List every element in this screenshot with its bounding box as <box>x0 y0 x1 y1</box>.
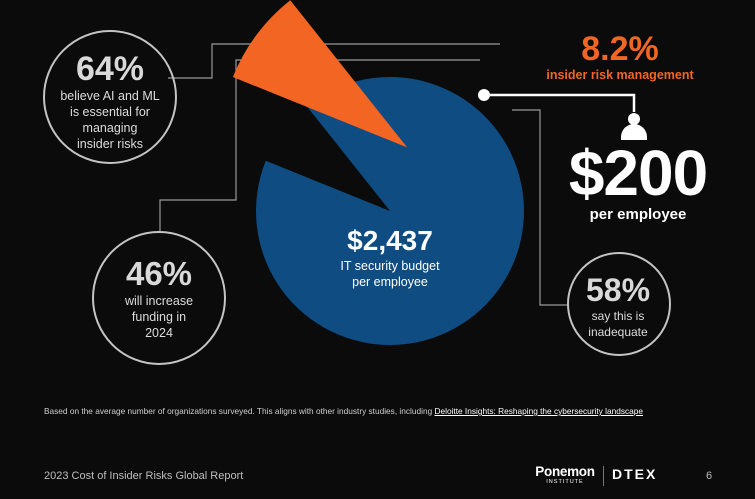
stat-ai-ml: 64% believe AI and ML is essential for m… <box>52 50 168 152</box>
stat-circle-ai-ml <box>43 30 177 164</box>
connector-inadequate <box>512 109 568 306</box>
stat-ai-ml-line1: believe AI and ML <box>60 89 160 103</box>
pie-center-line1: IT security budget <box>340 259 440 273</box>
stat-ai-ml-line2: is essential for <box>70 105 150 119</box>
stat-inadequate-line2: inadequate <box>588 325 648 339</box>
stat-funding-line1: will increase <box>124 294 194 308</box>
insider-risk-callout: 8.2% insider risk management <box>540 30 700 82</box>
footnote-text: Based on the average number of organizat… <box>44 406 435 416</box>
stat-ai-ml-line4: insider risks <box>77 137 143 151</box>
stat-ai-ml-line3: managing <box>82 121 138 135</box>
insider-risk-percent: 8.2% <box>581 30 659 68</box>
ponemon-logo-sub: INSTITUTE <box>546 479 584 485</box>
per-employee-label: per employee <box>589 206 687 223</box>
footnote: Based on the average number of organizat… <box>44 406 643 416</box>
pie-slice-insider-risk <box>232 0 408 148</box>
stat-funding-line3: 2024 <box>145 326 173 340</box>
stat-funding-value: 46% <box>125 255 193 292</box>
pie-center-value: $2,437 <box>347 225 433 256</box>
per-employee-callout: $200 per employee <box>548 140 728 224</box>
stat-funding: 46% will increase funding in 2024 <box>100 255 218 341</box>
ponemon-logo-name: Ponemon <box>535 464 595 479</box>
ponemon-logo: Ponemon INSTITUTE <box>530 464 600 486</box>
page-number: 6 <box>706 470 713 482</box>
stat-inadequate-line1: say this is <box>591 309 645 323</box>
pie-slice-it-budget <box>256 76 525 345</box>
connector-dot <box>478 89 490 101</box>
stat-inadequate: 58% say this is inadequate <box>568 272 668 340</box>
stat-circle-funding <box>92 231 226 365</box>
pie-center-label: $2,437 IT security budget per employee <box>315 224 465 290</box>
stat-ai-ml-value: 64% <box>75 50 145 88</box>
per-employee-value: $200 <box>568 137 708 209</box>
person-icon <box>621 113 647 140</box>
logo-divider <box>603 466 604 486</box>
connector-per-employee <box>484 93 636 112</box>
stat-circle-inadequate <box>567 252 671 356</box>
footer-report-title: 2023 Cost of Insider Risks Global Report <box>44 470 244 482</box>
footnote-link[interactable]: Deloitte Insights: Reshaping the cyberse… <box>434 406 643 416</box>
stat-inadequate-value: 58% <box>585 272 651 308</box>
stat-funding-line2: funding in <box>131 310 187 324</box>
dtex-logo: DTEX <box>612 466 658 482</box>
connector-ai-ml <box>168 43 500 79</box>
insider-risk-label: insider risk management <box>546 68 694 82</box>
pie-center-line2: per employee <box>352 275 428 289</box>
